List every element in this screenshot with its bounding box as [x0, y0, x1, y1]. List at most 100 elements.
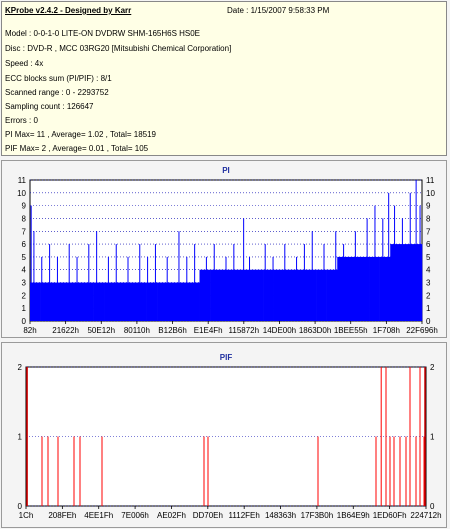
pi-xtick-9: 1BEE55h: [334, 326, 368, 335]
pi-baseline-bar-11: [146, 282, 158, 321]
pi-ytick-left-8: 8: [22, 214, 27, 223]
pi-ytick-left-1: 1: [22, 304, 27, 313]
pif-xtick-3: 7E006h: [121, 511, 149, 520]
pif-xtick-8: 17F3B0h: [301, 511, 333, 520]
pi-baseline-bar-28: [326, 269, 338, 321]
pif-xtick-10: 1ED60Fh: [373, 511, 407, 520]
pi-baseline-bar-35: [400, 244, 412, 321]
pi-baseline-bar-34: [390, 244, 402, 321]
pi-baseline-bar-24: [284, 269, 296, 321]
pi-baseline-bar-3: [61, 282, 73, 321]
pi-baseline-bar-27: [316, 269, 327, 321]
pi-baseline-bar-7: [104, 282, 116, 321]
pi-ytick-left-6: 6: [22, 240, 27, 249]
pi-ytick-left-2: 2: [22, 291, 27, 300]
pif-ytick-right-2: 2: [430, 363, 435, 372]
pi-xtick-0: 82h: [23, 326, 36, 335]
pif-xtick-9: 1B64E9h: [337, 511, 370, 520]
pi-ytick-left-0: 0: [22, 317, 27, 326]
pi-ytick-left-9: 9: [22, 202, 27, 211]
pif-xtick-11: 224712h: [410, 511, 441, 520]
pi-ytick-left-3: 3: [22, 279, 27, 288]
pi-xtick-6: 115872h: [229, 326, 260, 335]
pi-baseline-bar-22: [263, 269, 274, 321]
info-pi-stats: PI Max= 11 , Average= 1.02 , Total= 1851…: [5, 130, 156, 139]
pif-ytick-right-0: 0: [430, 502, 435, 511]
pif-ytick-left-2: 2: [18, 363, 23, 372]
pi-baseline-bar-20: [241, 269, 253, 321]
pi-xtick-5: E1E4Fh: [194, 326, 223, 335]
pif-chart-title: PIF: [220, 353, 233, 362]
pi-ytick-right-8: 8: [426, 214, 431, 223]
pi-ytick-right-7: 7: [426, 227, 431, 236]
pi-baseline-bar-36: [411, 244, 423, 321]
pi-chart-title: PI: [222, 166, 230, 175]
pi-baseline-bar-33: [379, 256, 391, 321]
pi-ytick-left-7: 7: [22, 227, 27, 236]
info-errors: Errors : 0: [5, 116, 38, 125]
pif-xtick-6: 1112FEh: [229, 511, 260, 520]
pi-xtick-1: 21622h: [52, 326, 79, 335]
info-range: Scanned range : 0 - 2293752: [5, 88, 109, 97]
pi-baseline-bar-9: [125, 282, 137, 321]
info-ecc: ECC blocks sum (PI/PIF) : 8/1: [5, 74, 112, 83]
pif-ytick-left-0: 0: [18, 502, 23, 511]
pi-ytick-right-0: 0: [426, 317, 431, 326]
info-speed: Speed : 4x: [5, 59, 44, 68]
pi-ytick-right-9: 9: [426, 202, 431, 211]
pif-chart-panel: PIF 0 0 1 1 2 2 1Ch 208FEh 4EE1Fh 7E006h AE02Fh DD70…: [1, 342, 447, 528]
pif-xtick-1: 208FEh: [48, 511, 76, 520]
pi-xtick-2: 50E12h: [87, 326, 115, 335]
pi-baseline-bar-17: [210, 269, 222, 321]
pi-baseline-bar-2: [51, 282, 63, 321]
pi-baseline-bar-31: [358, 256, 370, 321]
pi-xtick-11: 22F696h: [406, 326, 438, 335]
pi-baseline-bar-21: [252, 269, 264, 321]
pi-baseline-bar-8: [114, 282, 126, 321]
pi-chart-panel: PI 0 0 1 1 2 2 3 3 4 4 5 5 6 6 7 7 8 8 9 9 10 10 11 11 82h 21622h 5…: [1, 160, 447, 338]
app-title: KProbe v2.4.2 - Designed by Karr: [5, 6, 132, 15]
pif-chart: PIF 0 0 1 1 2 2 1Ch 208FEh 4EE1Fh 7E006h AE02Fh DD70…: [18, 353, 442, 520]
pi-ytick-right-5: 5: [426, 253, 431, 262]
pif-xtick-4: AE02Fh: [157, 511, 186, 520]
pi-baseline-bar-29: [337, 256, 349, 321]
scan-date: Date : 1/15/2007 9:58:33 PM: [227, 6, 330, 15]
pi-ytick-left-10: 10: [17, 189, 26, 198]
pi-ytick-left-4: 4: [22, 266, 27, 275]
pi-ytick-left-5: 5: [22, 253, 27, 262]
pi-xtick-7: 14DE00h: [263, 326, 296, 335]
info-model: Model : 0-0-1-0 LITE-ON DVDRW SHM-165H6S…: [5, 29, 201, 38]
info-disc: Disc : DVD-R , MCC 03RG20 [Mitsubishi Ch…: [5, 44, 232, 53]
pi-ytick-right-3: 3: [426, 279, 431, 288]
pif-xtick-7: 148363h: [265, 511, 296, 520]
scan-info-panel: KProbe v2.4.2 - Designed by Karr Date : …: [1, 1, 447, 156]
pi-baseline-bar-0: [30, 282, 41, 321]
pi-baseline-bar-26: [305, 269, 317, 321]
pi-ytick-left-11: 11: [18, 176, 27, 185]
pi-ytick-right-2: 2: [426, 291, 431, 300]
pi-baseline-bar-12: [157, 282, 169, 321]
pi-baseline-bar-10: [135, 282, 147, 321]
pi-baseline-bar-4: [72, 282, 84, 321]
pi-baseline-bar-23: [273, 269, 285, 321]
pi-xtick-8: 1863D0h: [299, 326, 331, 335]
pif-xtick-5: DD70Eh: [193, 511, 223, 520]
pi-ytick-right-11: 11: [426, 176, 435, 185]
pi-baseline-bar-14: [178, 282, 190, 321]
pi-xtick-3: 80110h: [124, 326, 150, 335]
pif-ytick-right-1: 1: [430, 433, 435, 442]
pi-ytick-right-6: 6: [426, 240, 431, 249]
pi-baseline-bar-13: [167, 282, 179, 321]
pi-baseline-bar-16: [199, 269, 211, 321]
pif-ytick-left-1: 1: [18, 433, 23, 442]
pi-baseline-bar-19: [231, 269, 243, 321]
pi-baseline-bar-1: [40, 282, 52, 321]
pi-baseline-bar-30: [347, 256, 359, 321]
pi-ytick-right-10: 10: [426, 189, 435, 198]
info-sampling: Sampling count : 126647: [5, 102, 94, 111]
pi-baseline-bar-25: [294, 269, 306, 321]
pi-xtick-10: 1F708h: [373, 326, 400, 335]
info-pif-stats: PIF Max= 2 , Average= 0.01 , Total= 105: [5, 144, 149, 153]
pif-xtick-2: 4EE1Fh: [84, 511, 113, 520]
